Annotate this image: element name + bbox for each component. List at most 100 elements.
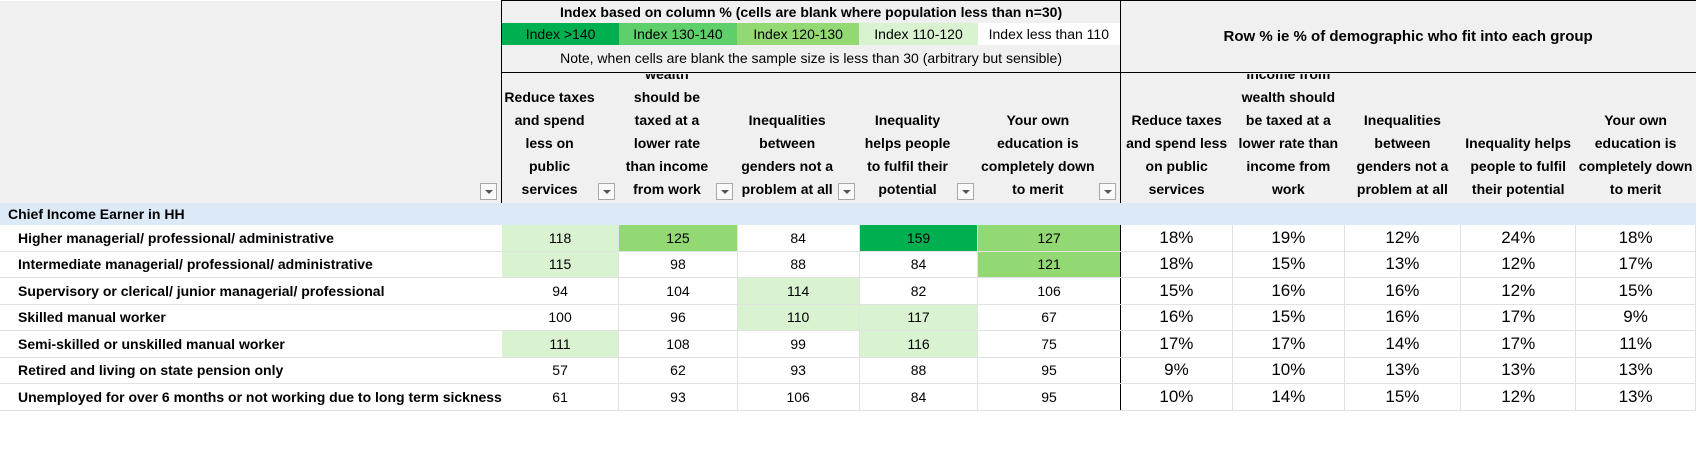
- row-pct-cell[interactable]: 15%: [1232, 304, 1345, 331]
- row-pct-cell[interactable]: 17%: [1232, 330, 1345, 358]
- legend-band-120-130: Index 120-130: [737, 22, 860, 45]
- index-cell[interactable]: 95: [977, 383, 1121, 411]
- row-pct-cell[interactable]: 18%: [1575, 224, 1696, 252]
- row-pct-cell[interactable]: 13%: [1344, 357, 1462, 384]
- row-pct-cell[interactable]: 14%: [1344, 330, 1462, 358]
- index-cell[interactable]: 84: [859, 251, 979, 278]
- row-pct-cell[interactable]: 13%: [1575, 357, 1696, 384]
- index-cell[interactable]: 84: [859, 383, 979, 411]
- row-pct-cell[interactable]: 16%: [1232, 277, 1345, 305]
- filter-dropdown-icon[interactable]: [480, 182, 498, 200]
- index-cell[interactable]: 88: [859, 357, 979, 384]
- row-pct-cell[interactable]: 19%: [1232, 224, 1345, 252]
- row-pct-cell[interactable]: 9%: [1120, 357, 1234, 384]
- row-pct-cell[interactable]: 15%: [1232, 251, 1345, 278]
- row-pct-cell[interactable]: 12%: [1460, 277, 1577, 305]
- pct-header-education-merit: Your own education is completely down to…: [1575, 72, 1696, 203]
- row-pct-cell[interactable]: 16%: [1344, 277, 1462, 305]
- row-pct-cell[interactable]: 18%: [1120, 251, 1234, 278]
- row-pct-cell[interactable]: 17%: [1460, 304, 1577, 331]
- index-cell[interactable]: 75: [977, 330, 1121, 358]
- index-cell[interactable]: 118: [501, 224, 620, 252]
- header-text: Income from wealth should be taxed at a …: [1238, 73, 1339, 197]
- header-text: Reduce taxes and spend less on public se…: [1126, 111, 1228, 197]
- table-row: Skilled manual worker 100 96 110 117 67 16% 15%…: [0, 304, 1696, 331]
- filter-dropdown-icon[interactable]: [597, 182, 615, 200]
- index-cell[interactable]: 93: [618, 383, 738, 411]
- index-cell[interactable]: 106: [737, 383, 860, 411]
- index-cell[interactable]: 93: [737, 357, 860, 384]
- index-cell[interactable]: 88: [737, 251, 860, 278]
- index-cell[interactable]: 125: [618, 224, 738, 252]
- row-pct-cell[interactable]: 15%: [1575, 277, 1696, 305]
- index-header-gender-inequalities: Inequalities between genders not a probl…: [737, 72, 860, 203]
- row-label[interactable]: Supervisory or clerical/ junior manageri…: [0, 277, 502, 305]
- row-pct-cell[interactable]: 14%: [1232, 383, 1345, 411]
- row-label[interactable]: Retired and living on state pension only: [0, 357, 502, 384]
- table-row: Unemployed for over 6 months or not work…: [0, 383, 1696, 411]
- table-row: Higher managerial/ professional/ adminis…: [0, 224, 1696, 252]
- row-pct-cell[interactable]: 13%: [1575, 383, 1696, 411]
- row-pct-cell[interactable]: 12%: [1344, 224, 1462, 252]
- index-cell[interactable]: 100: [501, 304, 620, 331]
- row-pct-cell[interactable]: 16%: [1344, 304, 1462, 331]
- header-text: Reduce taxes and spend less on public se…: [504, 88, 595, 197]
- row-pct-cell[interactable]: 13%: [1460, 357, 1577, 384]
- index-cell[interactable]: 99: [737, 330, 860, 358]
- row-label[interactable]: Semi-skilled or unskilled manual worker: [0, 330, 502, 358]
- row-pct-cell[interactable]: 11%: [1575, 330, 1696, 358]
- index-cell[interactable]: 114: [737, 277, 860, 305]
- index-cell[interactable]: 108: [618, 330, 738, 358]
- legend-row: Index >140 Index 130-140 Index 120-130 I…: [0, 22, 1696, 45]
- index-cell[interactable]: 104: [618, 277, 738, 305]
- row-pct-cell[interactable]: 15%: [1344, 383, 1462, 411]
- index-cell[interactable]: 94: [501, 277, 620, 305]
- filter-dropdown-icon[interactable]: [716, 182, 734, 200]
- header-text: Inequalities between genders not a probl…: [1356, 111, 1449, 197]
- index-cell[interactable]: 115: [501, 251, 620, 278]
- index-cell[interactable]: 84: [737, 224, 860, 252]
- index-cell[interactable]: 98: [618, 251, 738, 278]
- row-pct-cell[interactable]: 17%: [1575, 251, 1696, 278]
- header-text: Inequality helps people to fulfil their …: [1465, 134, 1572, 197]
- index-cell[interactable]: 57: [501, 357, 620, 384]
- index-cell[interactable]: 127: [977, 224, 1121, 252]
- index-cell[interactable]: 95: [977, 357, 1121, 384]
- row-pct-cell[interactable]: 13%: [1344, 251, 1462, 278]
- row-pct-cell[interactable]: 16%: [1120, 304, 1234, 331]
- data-rows: Higher managerial/ professional/ adminis…: [0, 224, 1696, 411]
- row-pct-cell[interactable]: 18%: [1120, 224, 1234, 252]
- row-pct-cell[interactable]: 9%: [1575, 304, 1696, 331]
- index-cell[interactable]: 67: [977, 304, 1121, 331]
- index-cell[interactable]: 159: [859, 224, 979, 252]
- row-pct-cell[interactable]: 17%: [1120, 330, 1234, 358]
- filter-dropdown-icon[interactable]: [838, 182, 856, 200]
- table-row: Semi-skilled or unskilled manual worker 1…: [0, 330, 1696, 358]
- row-pct-cell[interactable]: 10%: [1120, 383, 1234, 411]
- row-pct-cell[interactable]: 24%: [1460, 224, 1577, 252]
- index-cell[interactable]: 121: [977, 251, 1121, 278]
- row-label[interactable]: Intermediate managerial/ professional/ a…: [0, 251, 502, 278]
- row-pct-cell[interactable]: 10%: [1232, 357, 1345, 384]
- index-cell[interactable]: 62: [618, 357, 738, 384]
- row-pct-cell[interactable]: 12%: [1460, 251, 1577, 278]
- index-cell[interactable]: 117: [859, 304, 979, 331]
- pct-header-gender-inequalities: Inequalities between genders not a probl…: [1344, 72, 1461, 203]
- index-cell[interactable]: 111: [501, 330, 620, 358]
- index-cell[interactable]: 110: [737, 304, 860, 331]
- row-label[interactable]: Higher managerial/ professional/ adminis…: [0, 224, 502, 252]
- index-cell[interactable]: 61: [501, 383, 620, 411]
- index-header-reduce-taxes: Reduce taxes and spend less on public se…: [501, 72, 619, 203]
- row-label[interactable]: Unemployed for over 6 months or not work…: [0, 383, 502, 411]
- filter-dropdown-icon[interactable]: [956, 182, 974, 200]
- index-cell[interactable]: 106: [977, 277, 1121, 305]
- filter-dropdown-icon[interactable]: [1098, 182, 1116, 200]
- row-label[interactable]: Skilled manual worker: [0, 304, 502, 331]
- row-pct-cell[interactable]: 15%: [1120, 277, 1234, 305]
- index-cell[interactable]: 116: [859, 330, 979, 358]
- row-pct-cell[interactable]: 12%: [1460, 383, 1577, 411]
- row-pct-cell[interactable]: 17%: [1460, 330, 1577, 358]
- index-cell[interactable]: 96: [618, 304, 738, 331]
- index-cell[interactable]: 82: [859, 277, 979, 305]
